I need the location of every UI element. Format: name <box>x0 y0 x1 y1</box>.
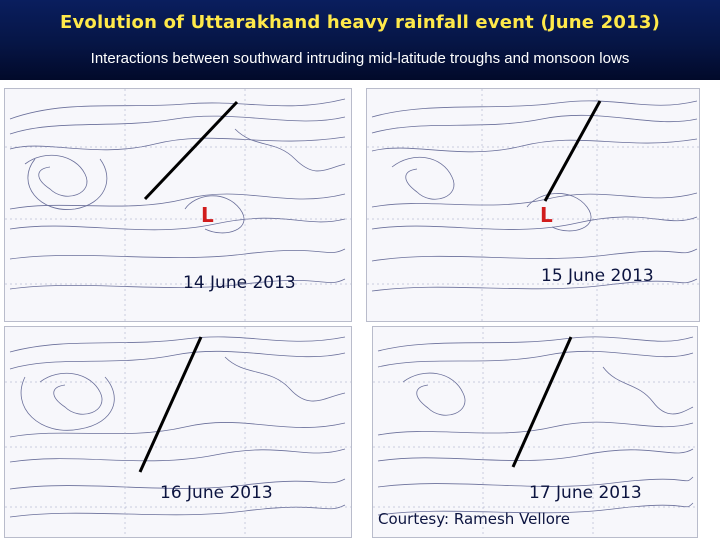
panel-date-label: 16 June 2013 <box>160 483 273 503</box>
streamline-map <box>367 89 699 321</box>
courtesy-credit: Courtesy: Ramesh Vellore <box>378 510 570 528</box>
streamline-map <box>5 327 351 537</box>
streamline-map <box>5 89 351 321</box>
header-banner: Evolution of Uttarakhand heavy rainfall … <box>0 0 720 80</box>
map-panel-17-june: 17 June 2013 <box>372 326 698 538</box>
map-panel-15-june: L 15 June 2013 <box>366 88 700 322</box>
streamline-map <box>373 327 697 537</box>
map-panel-16-june: 16 June 2013 <box>4 326 352 538</box>
page-title: Evolution of Uttarakhand heavy rainfall … <box>59 12 661 33</box>
panel-date-label: 15 June 2013 <box>541 266 654 286</box>
panel-date-label: 14 June 2013 <box>183 273 296 293</box>
map-panel-14-june: L 14 June 2013 <box>4 88 352 322</box>
low-pressure-marker: L <box>201 203 214 227</box>
low-pressure-marker: L <box>540 203 553 227</box>
page-subtitle: Interactions between southward intruding… <box>90 50 630 67</box>
panel-date-label: 17 June 2013 <box>529 483 642 503</box>
